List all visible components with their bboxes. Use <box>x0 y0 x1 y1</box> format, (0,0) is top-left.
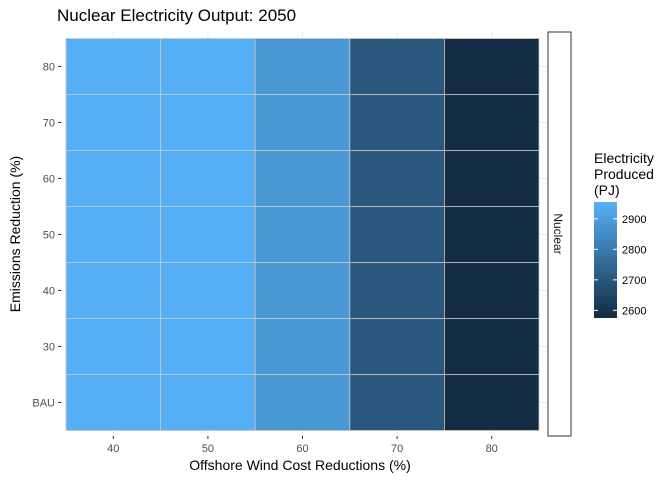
heatmap-cell <box>65 206 161 263</box>
heatmap-cell <box>254 94 351 151</box>
facet-strip: Nuclear <box>547 31 572 437</box>
legend-colorbar <box>594 202 617 318</box>
x-tick-label: 80 <box>486 443 498 455</box>
heatmap-cell <box>349 206 445 263</box>
legend: Electricity Produced (PJ) 2600 2700 2800 29… <box>594 150 658 318</box>
legend-tick-label: 2700 <box>622 275 646 287</box>
legend-tick-label: 2600 <box>622 305 646 317</box>
y-tick-label: 30 <box>43 342 55 354</box>
heatmap-cell <box>160 38 256 95</box>
heatmap-cell <box>254 38 351 95</box>
heatmap-cell <box>443 38 540 95</box>
x-tick-label: 70 <box>391 443 403 455</box>
heatmap-cell <box>65 38 161 95</box>
heatmap-cell <box>443 206 540 263</box>
heatmap-cell <box>254 206 351 263</box>
heatmap-cell <box>443 150 540 207</box>
legend-title-line-2: Produced <box>594 166 654 182</box>
y-tick-label: 50 <box>43 230 55 242</box>
facet-strip-box <box>547 31 572 437</box>
legend-title: Electricity Produced (PJ) <box>594 150 658 198</box>
y-axis: BAU 30 40 50 60 70 80 <box>32 62 61 410</box>
heatmap-cell <box>349 374 445 431</box>
heatmap-cell <box>65 318 161 375</box>
heatmap-cell <box>65 374 161 431</box>
x-tick-label: 60 <box>296 443 308 455</box>
heatmap-cell <box>349 38 445 95</box>
heatmap-cell <box>254 150 351 207</box>
x-tick-label: 50 <box>202 443 214 455</box>
heatmap-cell <box>349 150 445 207</box>
x-axis: 40 50 60 70 80 <box>107 436 498 455</box>
heatmap-cell <box>443 318 540 375</box>
x-tick-label: 40 <box>107 443 119 455</box>
legend-tick-label: 2800 <box>622 244 646 256</box>
heatmap-cell <box>65 262 161 319</box>
heatmap-cell <box>349 94 445 151</box>
heatmap-cell <box>349 262 445 319</box>
heatmap-cell <box>65 94 161 151</box>
heatmap-cell <box>160 262 256 319</box>
heatmap-cell <box>160 94 256 151</box>
heatmap-cell <box>443 262 540 319</box>
heatmap-cell <box>160 318 256 375</box>
legend-title-line-3: (PJ) <box>594 182 620 198</box>
x-axis-title: Offshore Wind Cost Reductions (%) <box>189 457 411 473</box>
y-tick-label: BAU <box>32 398 55 410</box>
chart-title: Nuclear Electricity Output: 2050 <box>57 6 296 25</box>
heatmap-cell <box>349 318 445 375</box>
heatmap-cells <box>65 38 540 431</box>
y-tick-label: 40 <box>43 286 55 298</box>
panel <box>61 32 547 436</box>
heatmap-cell <box>254 374 351 431</box>
y-axis-title: Emissions Reduction (%) <box>7 156 23 312</box>
heatmap-cell <box>160 150 256 207</box>
legend-tick-label: 2900 <box>622 214 646 226</box>
heatmap-cell <box>65 150 161 207</box>
y-tick-label: 70 <box>43 118 55 130</box>
facet-strip-label: Nuclear <box>551 213 565 254</box>
heatmap-cell <box>254 318 351 375</box>
heatmap-cell <box>160 374 256 431</box>
y-tick-label: 60 <box>43 174 55 186</box>
legend-title-line-1: Electricity <box>594 150 654 166</box>
legend-ticks: 2600 2700 2800 2900 <box>594 214 646 317</box>
heatmap-cell <box>254 262 351 319</box>
y-tick-label: 80 <box>43 62 55 74</box>
heatmap-cell <box>443 94 540 151</box>
heatmap-cell <box>443 374 540 431</box>
heatmap-cell <box>160 206 256 263</box>
